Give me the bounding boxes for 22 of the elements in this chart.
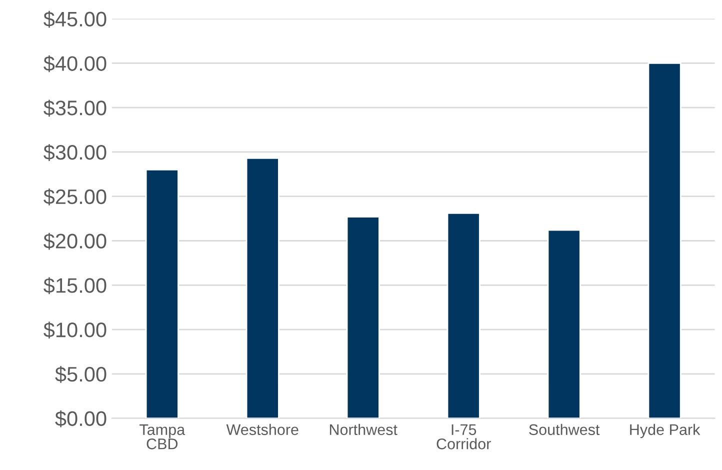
bar bbox=[547, 229, 581, 418]
y-tick-label: $25.00 bbox=[44, 188, 106, 206]
y-tick-label: $45.00 bbox=[44, 10, 106, 28]
y-tick-label: $10.00 bbox=[44, 322, 106, 339]
bar bbox=[446, 212, 480, 418]
bar bbox=[648, 62, 682, 418]
x-tick-label: Tampa CBD bbox=[140, 424, 186, 450]
bar bbox=[246, 157, 280, 418]
y-tick-label: $15.00 bbox=[44, 277, 106, 294]
y-tick-label: $20.00 bbox=[44, 232, 106, 250]
x-tick-label: Hyde Park bbox=[630, 424, 700, 438]
x-tick-label: Southwest bbox=[529, 424, 600, 436]
y-tick-label: $35.00 bbox=[44, 100, 106, 117]
bar bbox=[346, 216, 380, 418]
y-tick-label: $30.00 bbox=[44, 144, 106, 161]
bar bbox=[145, 169, 179, 418]
x-tick-label: Westshore bbox=[226, 424, 298, 436]
y-tick-label: $0.00 bbox=[55, 410, 106, 428]
x-tick-label: Northwest bbox=[330, 424, 398, 436]
y-tick-label: $5.00 bbox=[55, 366, 106, 383]
y-tick-label: $40.00 bbox=[44, 55, 106, 72]
x-tick-label: I-75 Corridor bbox=[436, 424, 491, 450]
